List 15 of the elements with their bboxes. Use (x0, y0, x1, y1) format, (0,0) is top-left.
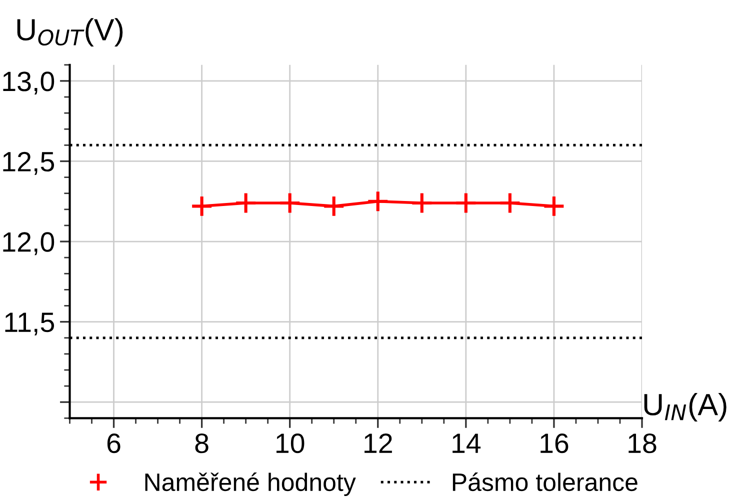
y-tick-label: 12,5 (3, 152, 54, 175)
legend-label: Pásmo tolerance (452, 472, 638, 492)
legend-label: Naměřené hodnoty (145, 472, 356, 496)
x-tick-label: 8 (195, 433, 208, 454)
x-tick-label: 14 (452, 434, 481, 453)
x-tick-label: 18 (628, 433, 656, 454)
x-tick-label: 12 (364, 433, 392, 453)
y-tick-label: 11,5 (5, 312, 54, 336)
y-tick-label: 13,0 (3, 72, 54, 95)
y-tick-label: 12,0 (3, 232, 54, 256)
x-axis-title: U$_{IN}$(A) (644, 392, 726, 422)
x-tick-label: 16 (540, 433, 568, 454)
x-tick-label: 6 (107, 433, 120, 454)
y-axis-title: U$_{OUT}$(V) (17, 18, 123, 47)
x-tick-label: 10 (276, 433, 304, 454)
